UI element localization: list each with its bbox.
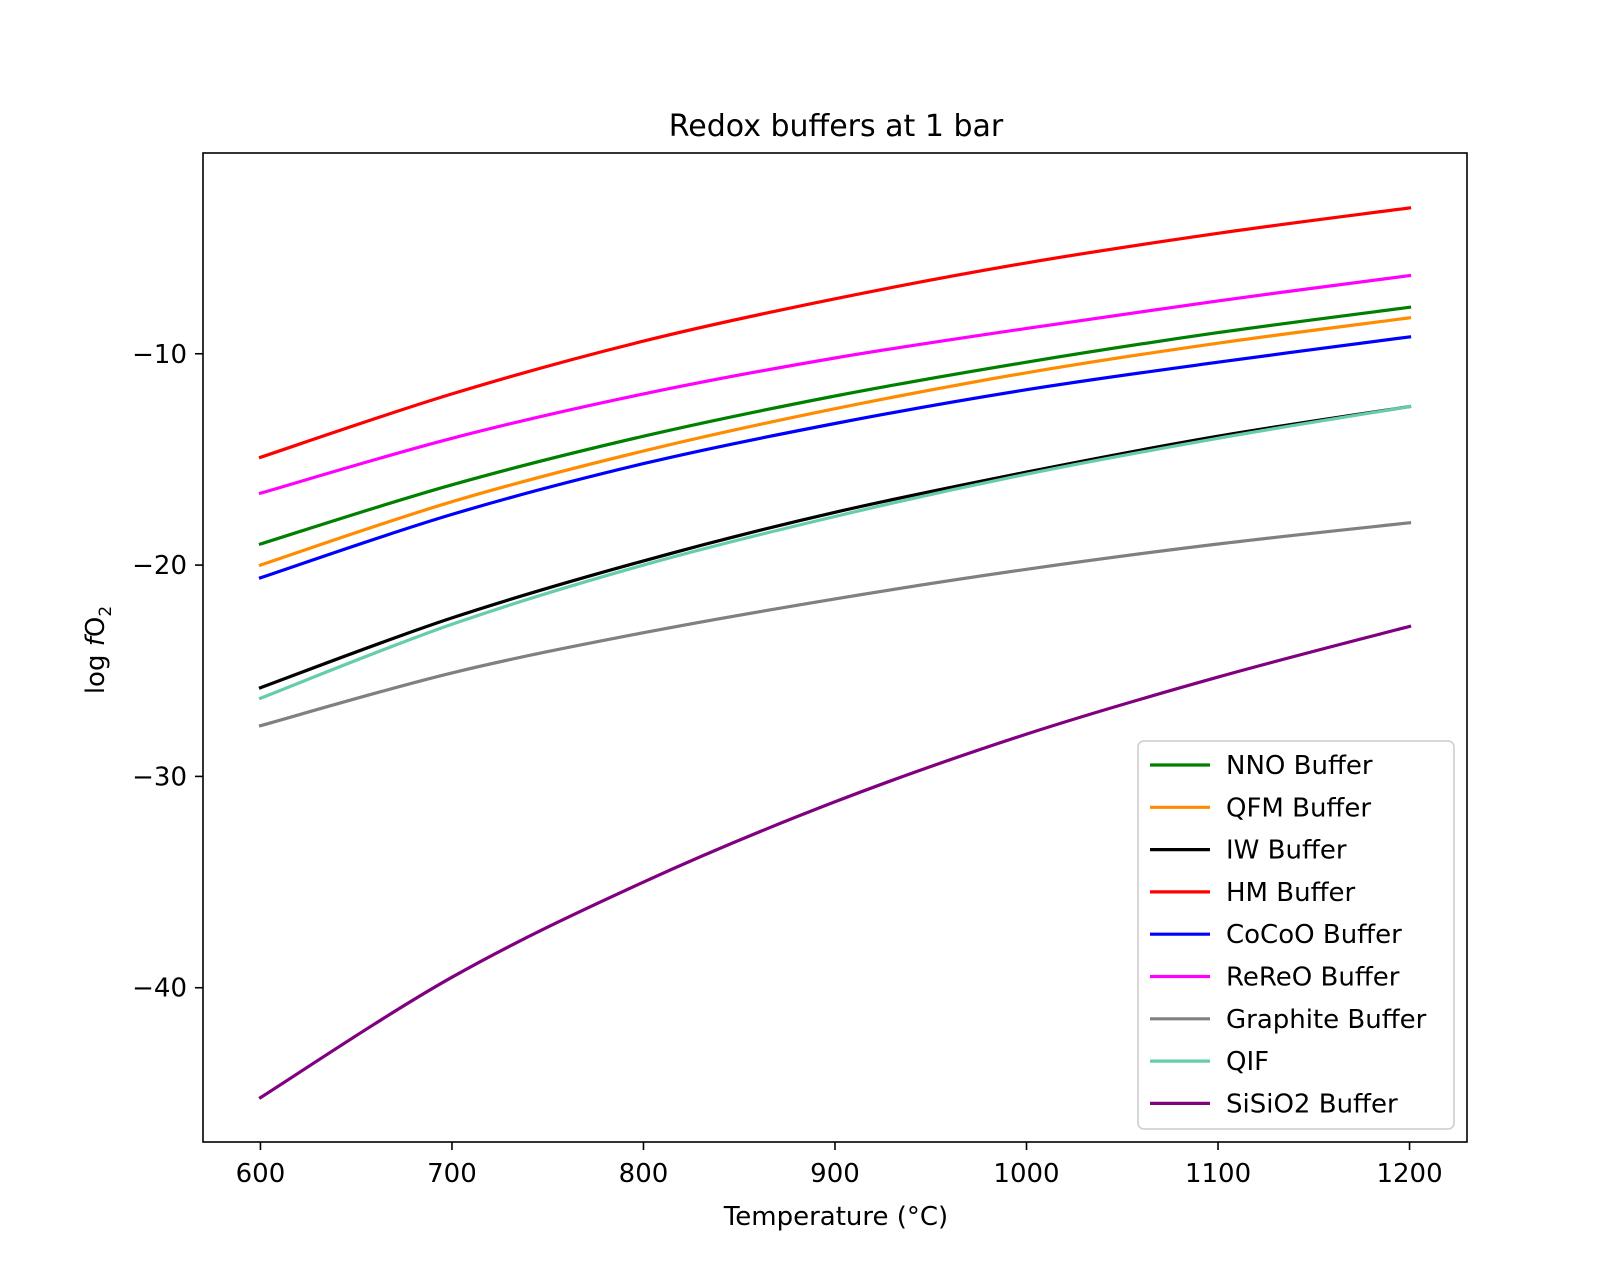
series-line-iw-buffer [258,404,1412,690]
series-line-hm-buffer [258,206,1412,460]
x-tick-label: 1000 [993,1159,1059,1189]
legend-label: NNO Buffer [1226,751,1373,781]
legend-label: HM Buffer [1226,878,1355,908]
legend-label: QFM Buffer [1226,793,1371,823]
legend-label: IW Buffer [1226,836,1347,866]
y-tick-label: −20 [132,551,187,581]
y-tick-label: −40 [132,974,187,1004]
legend-label: Graphite Buffer [1226,1005,1427,1035]
y-axis-label-species: O [81,617,111,637]
x-tick-label: 1100 [1185,1159,1251,1189]
legend-box [1137,740,1455,1130]
series-line-graphite-buffer [258,521,1412,728]
legend: NNO Buffer QFM Buffer IW Buffer HM Buffer Co… [1137,740,1455,1130]
legend-label: CoCoO Buffer [1226,920,1402,950]
x-axis-ticks: 600 700 800 900 1000 1100 1200 [236,1142,1443,1189]
x-tick-label: 800 [619,1159,669,1189]
y-axis-label-subscript: 2 [96,606,116,617]
y-axis-label-main: log [81,646,111,694]
y-axis-ticks: −40 −30 −20 −10 [132,340,203,1004]
series-line-sisio2-buffer [258,624,1412,1100]
chart-title: Redox buffers at 1 bar [669,109,1004,144]
series-line-qfm-buffer [258,316,1412,568]
y-tick-label: −10 [132,340,187,370]
plot-lines [258,206,1412,1100]
series-line-cocoo-buffer [258,335,1412,580]
legend-label: QIF [1226,1047,1269,1077]
x-tick-label: 700 [427,1159,477,1189]
series-line-rereo-buffer [258,273,1412,496]
legend-label: ReReO Buffer [1226,963,1400,993]
y-axis-label: log fO2 [81,606,116,694]
x-axis-label: Temperature (°C) [723,1202,948,1232]
y-tick-label: −30 [132,762,187,792]
series-line-nno-buffer [258,305,1412,547]
legend-label: SiSiO2 Buffer [1226,1089,1398,1119]
series-line-qif [258,404,1412,701]
x-tick-label: 900 [810,1159,860,1189]
x-tick-label: 1200 [1376,1159,1442,1189]
x-tick-label: 600 [236,1159,286,1189]
